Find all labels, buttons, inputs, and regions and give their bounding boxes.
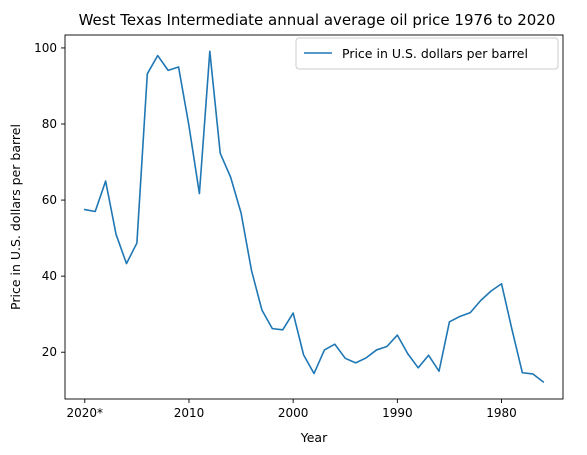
- x-tick-label: 2000: [278, 406, 309, 420]
- x-tick-label: 2020*: [67, 406, 104, 420]
- plot-area: [64, 34, 564, 400]
- y-tick-label: 40: [42, 269, 57, 283]
- x-tick-label: 1980: [486, 406, 517, 420]
- legend-box: [295, 37, 559, 70]
- x-tick-label: 2010: [174, 406, 205, 420]
- y-tick-label: 20: [42, 345, 57, 359]
- x-axis-label: Year: [300, 430, 328, 445]
- chart-title: West Texas Intermediate annual average o…: [79, 11, 556, 29]
- series-line-price: [83, 50, 545, 384]
- plot-frame: [64, 34, 564, 400]
- legend: Price in U.S. dollars per barrel: [295, 37, 559, 70]
- x-tick-label: 1990: [382, 406, 413, 420]
- x-axis: 2020* 2010 2000 1990 1980: [67, 399, 517, 420]
- y-tick-label: 60: [42, 193, 57, 207]
- y-tick-label: 80: [42, 117, 57, 131]
- y-tick-label: 100: [34, 41, 57, 55]
- y-axis: 20 40 60 80 100: [34, 41, 65, 359]
- y-axis-label: Price in U.S. dollars per barrel: [8, 124, 23, 310]
- legend-label: Price in U.S. dollars per barrel: [342, 46, 528, 61]
